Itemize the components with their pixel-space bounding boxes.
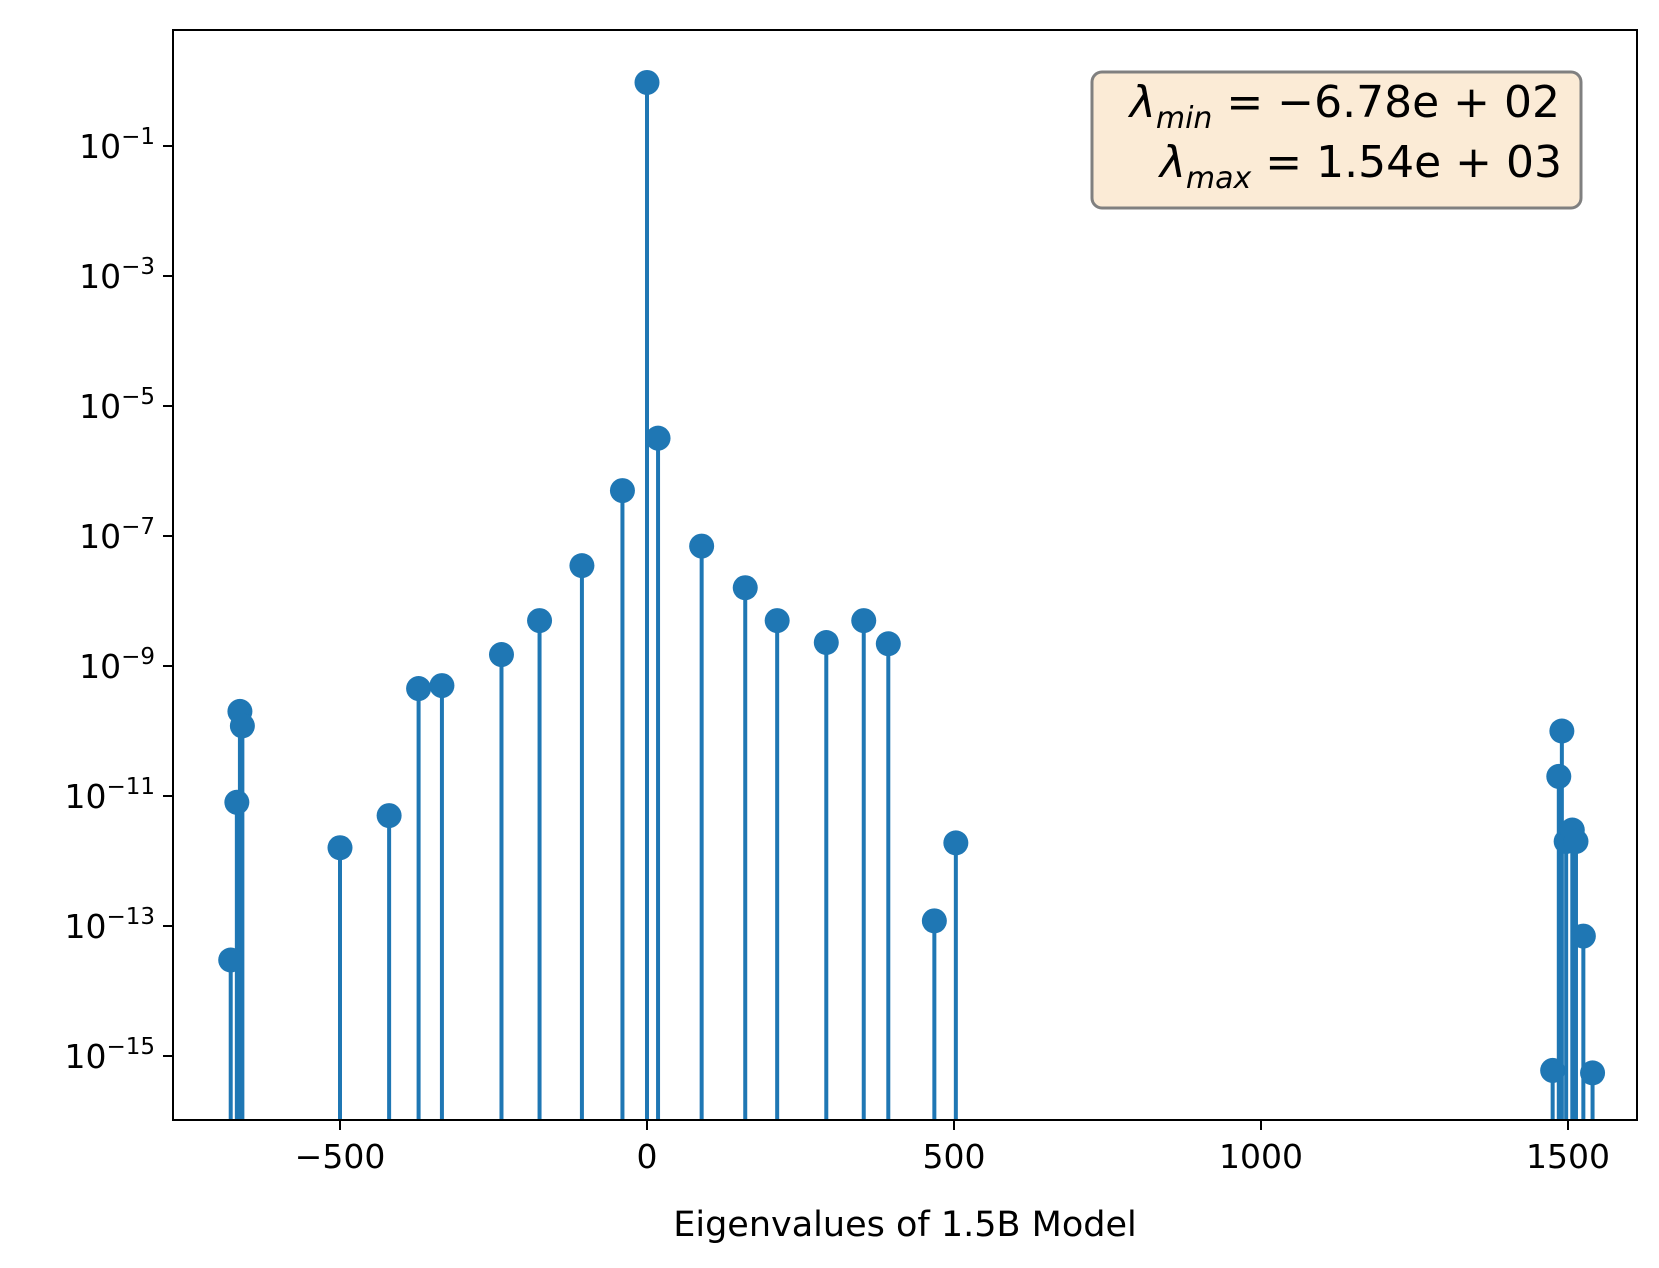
stem-markers [218, 69, 1606, 1086]
stem-marker-17 [813, 629, 839, 655]
x-tick-label: 1500 [1526, 1137, 1610, 1176]
stem-marker-24 [1549, 718, 1575, 744]
stem-marker-13 [645, 425, 671, 451]
stem-marker-12 [634, 69, 660, 95]
annotation-background [1090, 70, 1583, 210]
annotation-box: λmin = −6.78e + 02 λmax = 1.54e + 03 [1090, 70, 1583, 210]
stem-marker-27 [1563, 828, 1589, 854]
stem-marker-9 [527, 608, 553, 634]
stem-marker-11 [609, 478, 635, 504]
stem-marker-0 [218, 947, 244, 973]
y-tick-label: 10−15 [64, 1034, 155, 1076]
stem-marker-20 [921, 908, 947, 934]
lambda-min-text: λmin = −6.78e + 02 [1128, 77, 1560, 136]
stem-marker-15 [732, 575, 758, 601]
stem-marker-1 [224, 789, 250, 815]
y-tick-label: 10−9 [79, 644, 155, 686]
plot-frame [172, 29, 1638, 1121]
stem-marker-28 [1570, 923, 1596, 949]
stem-marker-22 [1540, 1057, 1566, 1083]
y-tick-label: 10−7 [79, 514, 155, 556]
x-tick-label: −500 [295, 1137, 386, 1176]
stem-marker-4 [327, 835, 353, 861]
stem-marker-29 [1580, 1060, 1606, 1086]
y-tick-label: 10−3 [79, 254, 155, 296]
stem-lines [228, 82, 1595, 1120]
stem-marker-7 [429, 673, 455, 699]
stem-marker-18 [851, 608, 877, 634]
stem-marker-8 [488, 642, 514, 668]
stem-marker-21 [943, 830, 969, 856]
x-axis-ticks: −500 0 500 1000 1500 [295, 1120, 1610, 1176]
stem-marker-14 [689, 533, 715, 559]
x-tick-label: 1000 [1219, 1137, 1303, 1176]
stem-marker-23 [1546, 763, 1572, 789]
y-tick-label: 10−5 [79, 384, 155, 426]
stem-marker-10 [569, 553, 595, 579]
y-tick-label: 10−11 [64, 774, 155, 816]
y-axis-ticks: 10−1 10−3 10−5 10−7 10−9 10−11 10−13 10−15 [64, 124, 173, 1076]
stem-marker-19 [875, 631, 901, 657]
stem-marker-3 [229, 713, 255, 739]
stem-marker-16 [764, 608, 790, 634]
stem-marker-6 [406, 676, 432, 702]
y-tick-label: 10−13 [64, 904, 155, 946]
x-tick-label: 500 [923, 1137, 986, 1176]
x-tick-label: 0 [637, 1137, 658, 1176]
lambda-max-text: λmax = 1.54e + 03 [1158, 137, 1562, 196]
stem-marker-5 [376, 803, 402, 829]
x-axis-label: Eigenvalues of 1.5B Model [673, 1205, 1136, 1245]
y-tick-label: 10−1 [79, 124, 155, 166]
